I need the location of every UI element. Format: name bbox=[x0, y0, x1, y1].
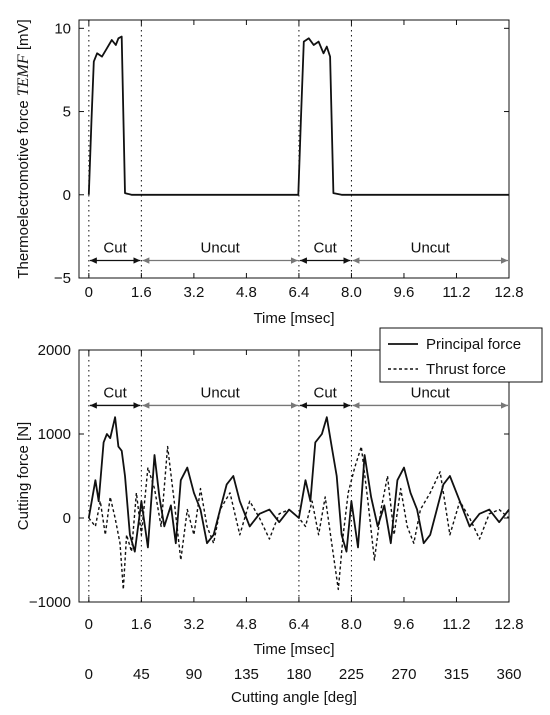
x2-tick-label: 135 bbox=[234, 666, 259, 683]
annotation-label: Uncut bbox=[201, 384, 241, 401]
x-tick-label: 12.8 bbox=[494, 616, 523, 633]
x-tick-label: 3.2 bbox=[183, 616, 204, 633]
x-tick-label: 1.6 bbox=[131, 616, 152, 633]
y-tick-label: 1000 bbox=[38, 426, 71, 443]
x-tick-label: 4.8 bbox=[236, 284, 257, 301]
y-tick-label: 5 bbox=[63, 104, 71, 121]
x2-tick-label: 315 bbox=[444, 666, 469, 683]
y-tick-label: 0 bbox=[63, 187, 71, 204]
y-tick-label: 2000 bbox=[38, 342, 71, 359]
x2-tick-label: 225 bbox=[339, 666, 364, 683]
series-line-thrust-force bbox=[88, 445, 510, 591]
chart-panel-2: 0 1.6 3.2 4.8 6.4 8.0 9.6 11.2 12.8 −1000 0 1000 200… bbox=[15, 327, 543, 706]
x2-tick-label: 0 bbox=[85, 666, 93, 683]
annotation-label: Uncut bbox=[411, 240, 451, 257]
y-tick-label: 0 bbox=[63, 510, 71, 527]
x-tick-label: 6.4 bbox=[288, 616, 309, 633]
y-tick-label: −5 bbox=[54, 270, 71, 287]
series-line-temf bbox=[87, 35, 509, 196]
annotation-label: Uncut bbox=[411, 384, 451, 401]
annotation-label: Cut bbox=[314, 240, 338, 257]
x-tick-label: 6.4 bbox=[288, 284, 309, 301]
plot-frame bbox=[78, 349, 510, 603]
y-tick-label: 10 bbox=[54, 20, 71, 37]
x-axis-label: Time [msec] bbox=[253, 310, 334, 327]
x-tick-label: 11.2 bbox=[442, 284, 470, 301]
legend-label: Principal force bbox=[426, 336, 521, 353]
y-axis-label: Thermoelectromotive force TEMF [mV] bbox=[15, 19, 32, 278]
x-tick-label: 3.2 bbox=[183, 284, 204, 301]
x2-tick-label: 360 bbox=[496, 666, 521, 683]
x-tick-label: 0 bbox=[85, 616, 93, 633]
x-tick-label: 8.0 bbox=[341, 284, 362, 301]
y-tick-label: −1000 bbox=[29, 594, 71, 611]
chart-panel-1: 0 1.6 3.2 4.8 6.4 8.0 9.6 11.2 12.8 −5 0 5 10 Time [m… bbox=[15, 19, 524, 327]
x-tick-label: 9.6 bbox=[394, 616, 415, 633]
x2-tick-label: 90 bbox=[186, 666, 203, 683]
x-tick-label: 4.8 bbox=[236, 616, 257, 633]
x-tick-label: 12.8 bbox=[494, 284, 523, 301]
series-line-principal-force bbox=[87, 416, 510, 553]
x-tick-label: 11.2 bbox=[442, 616, 470, 633]
x2-tick-label: 180 bbox=[286, 666, 311, 683]
legend-box bbox=[379, 327, 543, 383]
y-axis-label: Cutting force [N] bbox=[15, 422, 32, 530]
legend-label: Thrust force bbox=[426, 361, 506, 378]
x2-axis-label: Cutting angle [deg] bbox=[231, 689, 357, 706]
annotation-label: Cut bbox=[314, 384, 338, 401]
legend: Principal force Thrust force bbox=[379, 327, 543, 383]
x-tick-label: 9.6 bbox=[394, 284, 415, 301]
annotation-label: Cut bbox=[103, 240, 127, 257]
x-tick-label: 1.6 bbox=[131, 284, 152, 301]
x2-tick-label: 270 bbox=[391, 666, 416, 683]
x-axis-label: Time [msec] bbox=[253, 641, 334, 658]
plot-frame bbox=[78, 19, 510, 279]
x-tick-label: 8.0 bbox=[341, 616, 362, 633]
annotation-label: Uncut bbox=[201, 240, 241, 257]
x2-tick-label: 45 bbox=[133, 666, 150, 683]
annotation-label: Cut bbox=[103, 384, 127, 401]
x-tick-label: 0 bbox=[85, 284, 93, 301]
